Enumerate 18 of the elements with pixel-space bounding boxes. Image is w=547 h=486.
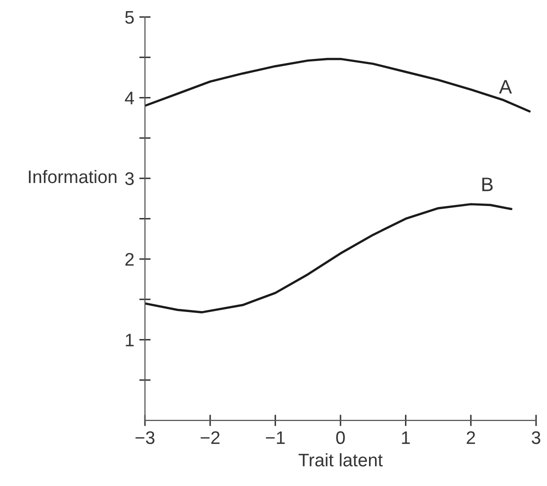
series-label: A [499,80,512,94]
line-series [144,203,512,314]
y-axis-title: Information [28,170,116,184]
y-tick-label: 4 [124,92,134,104]
x-tick-label: 0 [336,431,345,444]
x-tick-label: −1 [266,431,285,444]
y-tick-label: 2 [125,252,134,266]
x-tick-label: −2 [200,431,220,444]
y-tick-label: 5 [125,11,134,24]
line-series [144,58,531,113]
x-axis-title: Trait latent [298,453,383,466]
y-tick-label: 1 [126,334,134,346]
y-tick-label: 3 [125,172,134,186]
x-tick-label: 1 [402,431,410,444]
x-tick-label: −3 [136,431,154,444]
series-label: B [482,178,493,192]
x-tick-label: 3 [532,431,540,444]
x-tick-label: 2 [466,431,475,444]
